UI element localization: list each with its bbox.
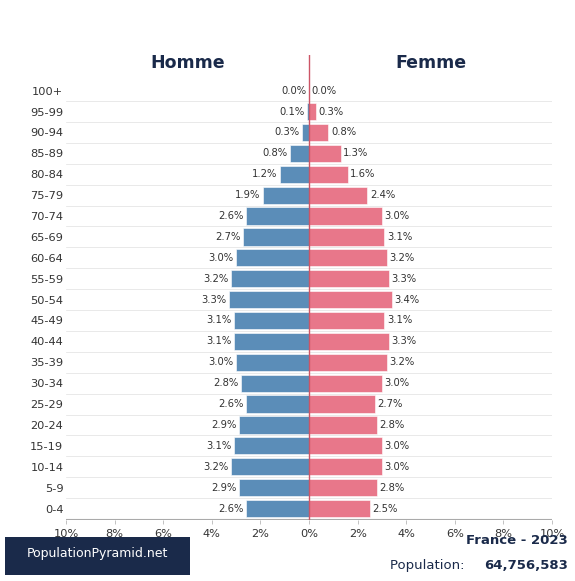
Text: 0.0%: 0.0% [282,86,306,96]
Text: 2.6%: 2.6% [218,504,243,514]
Bar [229,291,309,308]
Text: 3.1%: 3.1% [206,336,231,346]
Text: 3.4%: 3.4% [394,295,419,304]
Bar [309,145,340,162]
Bar [239,479,309,496]
Text: 3.1%: 3.1% [206,441,231,451]
Bar [309,375,382,392]
Bar [309,103,316,120]
Text: 3.3%: 3.3% [392,336,417,346]
FancyBboxPatch shape [5,537,190,575]
Text: 3.1%: 3.1% [387,315,412,325]
Bar [309,249,387,267]
Bar [309,291,392,308]
Text: 3.0%: 3.0% [209,253,234,263]
Text: 0.0%: 0.0% [312,86,336,96]
Text: 2.9%: 2.9% [211,420,236,430]
Text: 3.2%: 3.2% [389,357,415,367]
Text: 2.7%: 2.7% [377,399,402,409]
Bar [280,166,309,183]
Text: 2.6%: 2.6% [218,399,243,409]
Bar [309,124,328,141]
Text: France - 2023: France - 2023 [466,535,568,547]
Bar [309,458,382,475]
Text: PopulationPyramid.net: PopulationPyramid.net [26,547,168,560]
Text: 2.8%: 2.8% [380,420,405,430]
Bar [241,375,309,392]
Bar [263,187,309,204]
Text: 3.0%: 3.0% [384,211,409,221]
Bar [302,124,309,141]
Bar [290,145,309,162]
Text: 0.8%: 0.8% [262,148,287,159]
Bar [309,354,387,371]
Bar [309,396,375,413]
Text: Femme: Femme [395,53,466,71]
Text: 3.2%: 3.2% [204,274,229,284]
Text: 2.8%: 2.8% [380,483,405,493]
Text: 3.1%: 3.1% [206,315,231,325]
Bar [236,249,309,267]
Text: 1.6%: 1.6% [350,169,375,180]
Text: 0.1%: 0.1% [279,106,304,117]
Text: 3.0%: 3.0% [384,378,409,388]
Bar [309,437,382,454]
Bar [231,270,309,287]
Text: 3.0%: 3.0% [209,357,234,367]
Bar [246,207,309,225]
Bar [231,458,309,475]
Bar [309,187,367,204]
Text: 3.1%: 3.1% [387,232,412,242]
Bar [309,479,377,496]
Text: 2.7%: 2.7% [216,232,241,242]
Bar [309,312,384,329]
Bar [246,396,309,413]
Text: 0.8%: 0.8% [331,127,356,138]
Bar [234,333,309,350]
Text: 2.5%: 2.5% [372,504,397,514]
Bar [243,228,309,246]
Bar [234,312,309,329]
Text: 3.3%: 3.3% [392,274,417,284]
Text: 3.0%: 3.0% [384,441,409,451]
Bar [234,437,309,454]
Bar [309,500,370,517]
Text: 3.0%: 3.0% [384,462,409,472]
Bar [309,228,384,246]
Bar [246,500,309,517]
Bar [309,417,377,433]
Bar [309,166,348,183]
Bar [236,354,309,371]
Text: 1.9%: 1.9% [235,190,260,200]
Text: Population:: Population: [390,560,469,572]
Text: 2.6%: 2.6% [218,211,243,221]
Text: 3.2%: 3.2% [204,462,229,472]
Bar [309,333,389,350]
Text: 64,756,583: 64,756,583 [484,560,568,572]
Text: Homme: Homme [150,53,225,71]
Text: 1.3%: 1.3% [343,148,369,159]
Text: 3.3%: 3.3% [201,295,227,304]
Bar [239,417,309,433]
Bar [309,207,382,225]
Text: 0.3%: 0.3% [319,106,344,117]
Text: 1.2%: 1.2% [252,169,278,180]
Text: 3.2%: 3.2% [389,253,415,263]
Text: 2.9%: 2.9% [211,483,236,493]
Bar [306,103,309,120]
Text: 2.4%: 2.4% [370,190,395,200]
Text: 2.8%: 2.8% [213,378,239,388]
Bar [309,270,389,287]
Text: 0.3%: 0.3% [274,127,300,138]
